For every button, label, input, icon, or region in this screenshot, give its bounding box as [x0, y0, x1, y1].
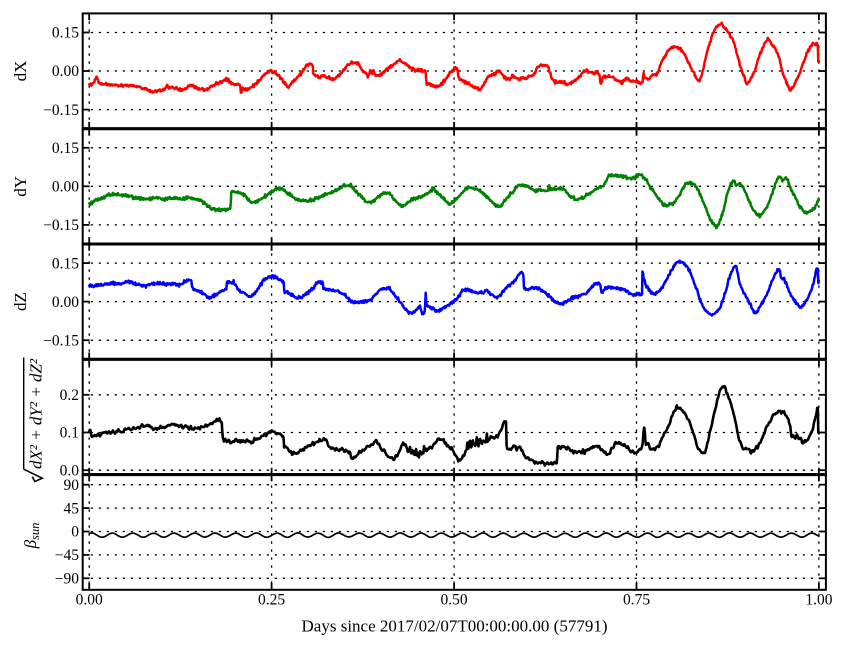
- svg-text:−0.15: −0.15: [43, 102, 79, 119]
- svg-text:−45: −45: [55, 547, 79, 564]
- svg-text:−0.15: −0.15: [43, 332, 79, 349]
- svg-text:0: 0: [71, 524, 79, 541]
- svg-text:−90: −90: [55, 571, 79, 588]
- svg-text:−0.15: −0.15: [43, 217, 79, 234]
- svg-text:dX² + dY² + dZ²: dX² + dY² + dZ²: [27, 358, 46, 469]
- svg-text:45: 45: [64, 500, 80, 517]
- svg-text:0.2: 0.2: [60, 387, 79, 404]
- svg-text:1.00: 1.00: [805, 592, 832, 609]
- svg-text:0.75: 0.75: [623, 592, 650, 609]
- svg-text:0.0: 0.0: [60, 462, 80, 479]
- svg-text:dY: dY: [11, 176, 30, 197]
- svg-text:0.15: 0.15: [52, 140, 79, 157]
- svg-text:Days since 2017/02/07T00:00:00: Days since 2017/02/07T00:00:00.00 (57791…: [302, 617, 608, 636]
- svg-text:0.1: 0.1: [60, 425, 79, 442]
- svg-text:0.50: 0.50: [441, 592, 468, 609]
- svg-text:0.00: 0.00: [76, 592, 103, 609]
- svg-text:0.00: 0.00: [52, 179, 79, 196]
- svg-text:0.15: 0.15: [52, 255, 79, 272]
- svg-text:0.00: 0.00: [52, 294, 79, 311]
- svg-text:0.25: 0.25: [258, 592, 285, 609]
- svg-text:0.15: 0.15: [52, 25, 79, 42]
- svg-text:0.00: 0.00: [52, 63, 79, 80]
- svg-text:dX: dX: [11, 61, 30, 82]
- svg-text:90: 90: [64, 477, 80, 494]
- svg-text:dZ: dZ: [11, 292, 30, 311]
